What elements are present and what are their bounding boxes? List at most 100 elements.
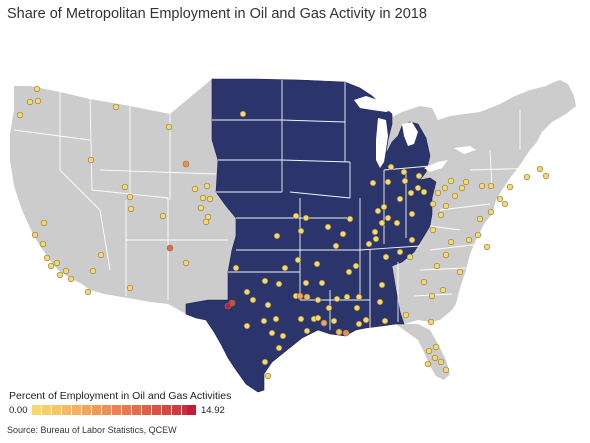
metro-dot <box>333 295 341 303</box>
metro-dot <box>332 242 340 250</box>
legend-swatch <box>172 405 181 415</box>
metro-dot <box>345 268 353 276</box>
metro-dot <box>279 332 287 340</box>
metro-dot <box>297 315 305 323</box>
metro-dot <box>451 192 459 200</box>
metro-dot <box>67 275 75 283</box>
metro-dot <box>89 267 97 275</box>
metro-dot <box>325 304 333 312</box>
metro-dot <box>191 185 199 193</box>
metro-dot <box>302 214 310 222</box>
metro-dot <box>346 215 354 223</box>
metro-dot <box>97 251 105 259</box>
metro-dot <box>84 288 92 296</box>
metro-dot <box>314 296 322 304</box>
metro-dot <box>476 215 484 223</box>
metro-dot <box>224 302 232 310</box>
metro-dot <box>378 281 386 289</box>
metro-dot <box>206 195 214 203</box>
legend-swatch <box>162 405 171 415</box>
legend-swatch <box>42 405 51 415</box>
metro-dot <box>31 231 39 239</box>
metro-dot <box>458 184 466 192</box>
metro-dot <box>281 264 289 272</box>
metro-dot <box>401 177 409 185</box>
metro-dot <box>275 280 283 288</box>
legend-swatch <box>32 405 41 415</box>
metro-dot <box>376 298 384 306</box>
metro-dot <box>372 235 380 243</box>
metro-dot <box>203 182 211 190</box>
metro-dot <box>483 243 491 251</box>
legend-swatch <box>187 405 196 415</box>
metro-dot <box>487 208 495 216</box>
metro-dot <box>437 358 445 366</box>
metro-dot <box>429 226 437 234</box>
legend-swatch <box>72 405 81 415</box>
metro-dot <box>268 329 276 337</box>
metro-dot <box>353 304 361 312</box>
metro-dot <box>400 168 408 176</box>
map-title: Share of Metropolitan Employment in Oil … <box>7 6 427 22</box>
metro-dot <box>121 183 129 191</box>
metro-dot <box>424 360 432 368</box>
metro-dot <box>335 328 343 336</box>
metro-dot <box>465 236 473 244</box>
metro-dot <box>442 366 450 374</box>
metro-dot <box>275 344 283 352</box>
metro-dot <box>53 259 61 267</box>
metro-dot <box>542 172 550 180</box>
metro-dot <box>126 284 134 292</box>
metro-dot <box>303 293 311 301</box>
metro-dot <box>62 267 70 275</box>
metro-dots <box>16 85 550 380</box>
lake-erie <box>424 160 448 172</box>
source-note: Source: Bureau of Labor Statistics, QCEW <box>7 425 177 435</box>
metro-dot <box>202 218 210 226</box>
metro-dot <box>272 315 280 323</box>
metro-dot <box>339 230 347 238</box>
legend-title: Percent of Employment in Oil and Gas Act… <box>9 390 232 402</box>
metro-dot <box>408 236 416 244</box>
metro-dot <box>314 314 322 322</box>
metro-dot <box>16 111 24 119</box>
legend-swatch <box>112 405 121 415</box>
metro-dot <box>407 189 415 197</box>
metro-dot <box>447 238 455 246</box>
metro-dot <box>408 210 416 218</box>
legend-swatch <box>152 405 161 415</box>
metro-dot <box>343 293 351 301</box>
metro-dot <box>166 244 174 252</box>
metro-dot <box>199 194 207 202</box>
metro-dot <box>261 277 269 285</box>
metro-dot <box>43 254 51 262</box>
metro-dot <box>420 278 428 286</box>
metro-dot <box>112 103 120 111</box>
metro-dot <box>427 318 435 326</box>
metro-dot <box>506 183 514 191</box>
metro-dot <box>232 264 240 272</box>
lake-superior <box>354 96 398 112</box>
metro-dot <box>127 205 135 213</box>
metro-dot <box>462 178 470 186</box>
metro-dot <box>396 248 404 256</box>
lake-ontario <box>454 146 476 154</box>
metro-dot <box>447 177 455 185</box>
metro-dot <box>384 178 392 186</box>
metro-dot <box>371 228 379 236</box>
metro-dot <box>34 97 42 105</box>
metro-dot <box>378 219 386 227</box>
metro-dot <box>320 319 328 327</box>
metro-dot <box>342 329 350 337</box>
metro-dot <box>474 231 482 239</box>
metro-dot <box>380 203 388 211</box>
metro-dot <box>487 182 495 190</box>
us-central-region <box>185 78 437 393</box>
metro-dot <box>26 98 34 106</box>
metro-dot <box>264 372 272 380</box>
metro-dot <box>425 347 433 355</box>
metro-dot <box>420 188 428 196</box>
metro-dot <box>239 110 247 118</box>
metro-dot <box>402 311 410 319</box>
metro-dot <box>433 262 441 270</box>
